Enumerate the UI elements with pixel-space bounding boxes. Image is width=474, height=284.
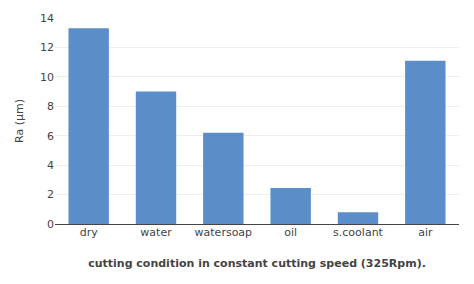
svg-text:s.coolant: s.coolant bbox=[333, 226, 384, 239]
svg-text:8: 8 bbox=[47, 100, 54, 113]
svg-text:oil: oil bbox=[284, 226, 297, 239]
svg-text:14: 14 bbox=[40, 12, 54, 25]
svg-text:dry: dry bbox=[80, 226, 99, 239]
svg-text:12: 12 bbox=[40, 41, 54, 54]
svg-text:6: 6 bbox=[47, 130, 54, 143]
svg-text:2: 2 bbox=[47, 188, 54, 201]
svg-text:10: 10 bbox=[40, 71, 54, 84]
svg-text:cutting condition in constant: cutting condition in constant cutting sp… bbox=[88, 257, 426, 270]
svg-text:0: 0 bbox=[47, 218, 54, 231]
svg-text:watersoap: watersoap bbox=[195, 226, 253, 239]
svg-text:4: 4 bbox=[47, 159, 54, 172]
svg-text:Ra (µm): Ra (µm) bbox=[13, 99, 26, 143]
svg-text:water: water bbox=[140, 226, 172, 239]
svg-text:air: air bbox=[418, 226, 433, 239]
